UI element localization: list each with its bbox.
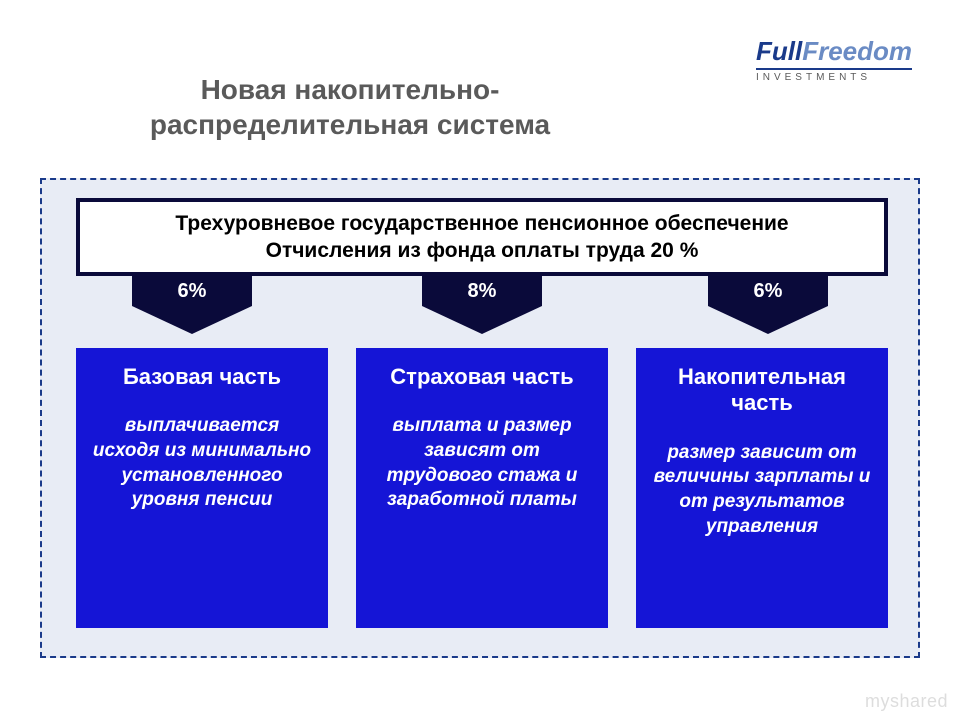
arrow-1-head (132, 306, 252, 334)
arrow-3-label: 6% (708, 276, 828, 306)
logo: FullFreedom INVESTMENTS (756, 38, 912, 83)
arrow-3: 6% (708, 276, 828, 334)
box-2-title: Страховая часть (370, 364, 594, 390)
logo-underline (756, 68, 912, 70)
logo-word2: Freedom (802, 36, 912, 66)
box-3-desc: размер зависит от величины зарплаты и от… (650, 441, 874, 540)
arrow-1-label: 6% (132, 276, 252, 306)
box-insurance-part: Страховая часть выплата и размер зависят… (356, 348, 608, 628)
arrow-2-label: 8% (422, 276, 542, 306)
box-2-desc: выплата и размер зависят от трудового ст… (370, 414, 594, 513)
box-1-title: Базовая часть (90, 364, 314, 390)
title-line1: Новая накопительно- (201, 74, 500, 105)
logo-sub: INVESTMENTS (756, 72, 912, 83)
box-base-part: Базовая часть выплачивается исходя из ми… (76, 348, 328, 628)
dashed-frame: Трехуровневое государственное пенсионное… (40, 178, 920, 658)
banner-line2: Отчисления из фонда оплаты труда 20 % (266, 237, 699, 264)
arrow-2-head (422, 306, 542, 334)
logo-main: FullFreedom (756, 38, 912, 64)
page-title: Новая накопительно- распределительная си… (100, 72, 600, 142)
box-accum-part: Накопительная часть размер зависит от ве… (636, 348, 888, 628)
watermark: myshared (865, 691, 948, 712)
box-3-title: Накопительная часть (650, 364, 874, 417)
arrow-2: 8% (422, 276, 542, 334)
logo-word1: Full (756, 36, 802, 66)
box-1-desc: выплачивается исходя из минимально устан… (90, 414, 314, 513)
arrow-1: 6% (132, 276, 252, 334)
top-banner: Трехуровневое государственное пенсионное… (76, 198, 888, 276)
title-line2: распределительная система (150, 109, 550, 140)
banner-line1: Трехуровневое государственное пенсионное… (175, 210, 788, 237)
arrow-3-head (708, 306, 828, 334)
